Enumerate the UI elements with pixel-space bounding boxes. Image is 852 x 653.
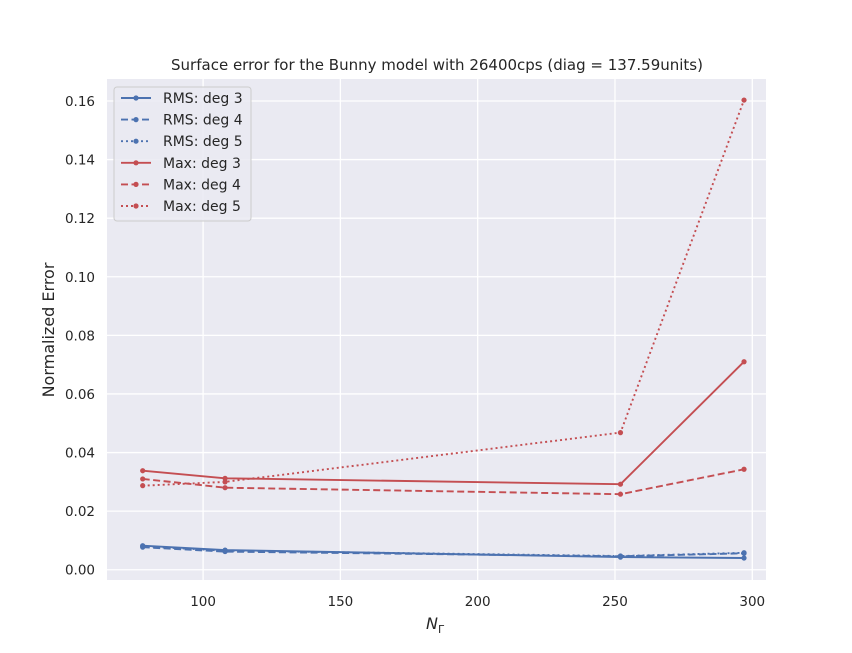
data-point <box>617 553 624 559</box>
data-point <box>222 479 228 485</box>
data-point <box>222 485 228 491</box>
grid-lines <box>107 79 766 580</box>
x-tick-label: 300 <box>739 594 765 610</box>
y-tick-label: 0.08 <box>65 328 95 344</box>
y-tick-label: 0.06 <box>65 387 95 403</box>
y-tick-label: 0.14 <box>65 153 95 169</box>
legend-label: Max: deg 3 <box>163 156 241 172</box>
data-point <box>741 555 747 561</box>
series-line <box>142 99 745 487</box>
series-max-deg-3 <box>140 359 747 487</box>
y-tick-label: 0.16 <box>65 94 95 110</box>
y-tick-label: 0.04 <box>65 446 95 462</box>
data-point <box>617 430 624 436</box>
data-point <box>140 483 146 489</box>
y-tick-label: 0.00 <box>65 563 95 579</box>
x-tick-labels: 100 150 200 250 300 <box>190 594 765 610</box>
legend-marker <box>133 95 139 101</box>
legend: RMS: deg 3 RMS: deg 4 RMS: deg 5 Max: deg 3… <box>113 86 252 222</box>
x-axis-title-main: N <box>426 614 438 633</box>
x-tick-label: 150 <box>328 594 354 610</box>
x-tick-label: 250 <box>602 594 628 610</box>
legend-marker <box>133 138 139 144</box>
data-point <box>741 550 747 556</box>
legend-marker <box>133 117 139 123</box>
legend-label: RMS: deg 3 <box>163 91 243 107</box>
legend-marker <box>133 160 139 166</box>
y-axis-title: Normalized Error <box>39 262 58 397</box>
legend-marker <box>133 203 139 209</box>
series-line <box>142 546 745 558</box>
y-tick-label: 0.12 <box>65 211 95 227</box>
data-point <box>140 468 146 474</box>
legend-label: Max: deg 5 <box>163 199 241 215</box>
data-point <box>741 466 747 472</box>
x-axis-title-subscript: Γ <box>438 623 445 636</box>
data-point <box>741 359 747 365</box>
series-max-deg-5 <box>140 97 747 489</box>
data-point <box>617 491 624 497</box>
legend-marker <box>133 181 139 187</box>
y-tick-labels: 0.00 0.02 0.04 0.06 0.08 0.10 0.12 0.14 0.16 <box>65 94 95 579</box>
series-line <box>142 545 745 557</box>
y-tick-label: 0.10 <box>65 270 95 286</box>
series-layer <box>140 97 747 561</box>
series-rms-deg-5 <box>140 543 747 559</box>
series-line <box>142 468 745 496</box>
legend-label: Max: deg 4 <box>163 177 241 193</box>
data-point <box>140 476 146 482</box>
data-point <box>140 543 146 549</box>
y-tick-label: 0.02 <box>65 504 95 520</box>
chart-title: Surface error for the Bunny model with 2… <box>171 56 703 74</box>
legend-label: RMS: deg 4 <box>163 113 243 129</box>
x-tick-label: 200 <box>465 594 491 610</box>
data-point <box>222 548 228 554</box>
data-point <box>741 97 747 103</box>
series-line <box>142 361 745 486</box>
data-point <box>617 481 624 487</box>
x-tick-label: 100 <box>190 594 216 610</box>
series-max-deg-4 <box>140 466 747 497</box>
legend-label: RMS: deg 5 <box>163 134 243 150</box>
x-axis-title: N Γ <box>426 614 445 636</box>
